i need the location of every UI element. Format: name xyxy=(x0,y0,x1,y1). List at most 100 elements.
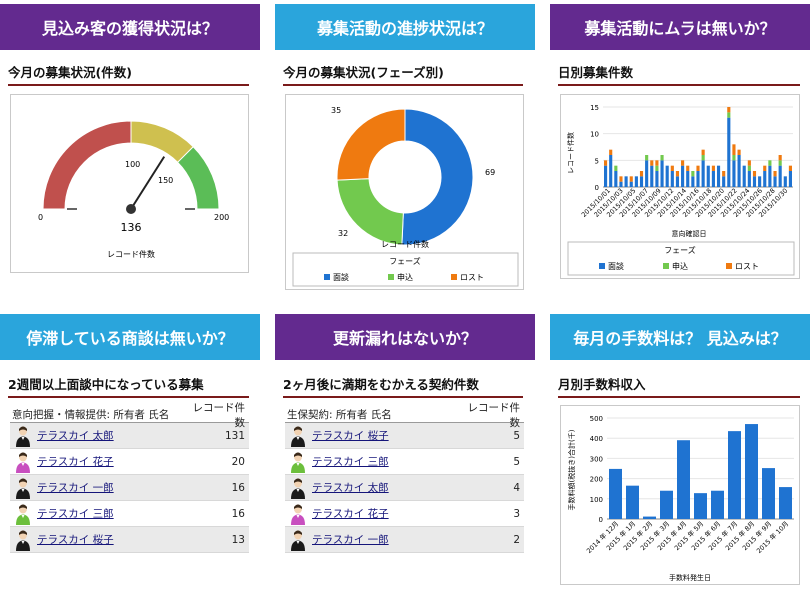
daily-bar-segment[interactable] xyxy=(773,171,777,177)
daily-bar-segment[interactable] xyxy=(778,160,782,166)
col-record-count[interactable]: レコード件数 xyxy=(192,401,246,429)
daily-bar-segment[interactable] xyxy=(675,176,680,187)
fee-bar[interactable] xyxy=(643,516,656,519)
daily-bar-segment[interactable] xyxy=(619,176,623,182)
daily-bar-segment[interactable] xyxy=(768,165,772,187)
fee-bar[interactable] xyxy=(745,424,758,519)
daily-bar-segment[interactable] xyxy=(758,176,762,187)
daily-bar-segment[interactable] xyxy=(681,160,685,166)
daily-bar-segment[interactable] xyxy=(747,171,751,187)
daily-bar-segment[interactable] xyxy=(655,171,659,187)
owner-link[interactable]: テラスカイ 三郎 xyxy=(37,508,114,520)
daily-bar-segment[interactable] xyxy=(691,176,695,187)
fee-bar[interactable] xyxy=(609,468,622,519)
daily-bar-segment[interactable] xyxy=(788,165,792,171)
daily-bar-segment[interactable] xyxy=(614,165,618,171)
daily-bar-segment[interactable] xyxy=(727,117,731,187)
daily-bar-segment[interactable] xyxy=(604,165,608,187)
daily-bar-segment[interactable] xyxy=(645,155,649,161)
owner-link[interactable]: テラスカイ 一郎 xyxy=(312,534,389,546)
daily-bar-segment[interactable] xyxy=(742,165,746,187)
daily-bar-segment[interactable] xyxy=(624,176,628,187)
daily-bar-segment[interactable] xyxy=(639,176,644,187)
daily-bar-segment[interactable] xyxy=(778,165,782,187)
daily-bar-segment[interactable] xyxy=(655,165,659,171)
daily-bar-segment[interactable] xyxy=(706,165,710,187)
daily-bar-segment[interactable] xyxy=(604,160,608,166)
daily-bar-segment[interactable] xyxy=(727,112,731,118)
owner-link[interactable]: テラスカイ 桜子 xyxy=(312,430,389,442)
daily-bar-segment[interactable] xyxy=(778,155,782,161)
daily-chart-panel[interactable]: 0 5 10 15 2015/10/01 2015/10/03 2015/10/05 201… xyxy=(560,94,800,279)
fee-bar[interactable] xyxy=(711,490,724,519)
owner-link[interactable]: テラスカイ 三郎 xyxy=(312,456,389,468)
daily-bar-segment[interactable] xyxy=(696,165,700,171)
daily-bar-segment[interactable] xyxy=(645,160,649,187)
col-owner-name[interactable]: 生保契約: 所有者 氏名 xyxy=(287,409,392,421)
fee-bar[interactable] xyxy=(762,468,775,519)
daily-bar-segment[interactable] xyxy=(763,165,767,171)
fee-bar[interactable] xyxy=(626,485,639,519)
daily-bar-segment[interactable] xyxy=(686,165,690,171)
daily-bar-segment[interactable] xyxy=(701,160,705,187)
col-record-count[interactable]: レコード件数 xyxy=(467,401,521,429)
daily-bar-segment[interactable] xyxy=(629,181,633,187)
daily-bar-segment[interactable] xyxy=(665,165,669,187)
owner-link[interactable]: テラスカイ 花子 xyxy=(312,508,389,520)
daily-bar-segment[interactable] xyxy=(773,176,777,187)
donut-slice-2[interactable] xyxy=(336,108,406,181)
daily-bar-segment[interactable] xyxy=(722,171,726,177)
daily-bar-segment[interactable] xyxy=(634,176,638,187)
daily-bar-segment[interactable] xyxy=(747,160,751,166)
owner-link[interactable]: テラスカイ 一郎 xyxy=(37,482,114,494)
daily-bar-segment[interactable] xyxy=(737,155,741,187)
daily-bar-segment[interactable] xyxy=(660,155,664,161)
daily-bar-segment[interactable] xyxy=(650,160,654,166)
daily-bar-segment[interactable] xyxy=(660,160,664,187)
daily-bar-segment[interactable] xyxy=(675,171,680,177)
daily-bar-segment[interactable] xyxy=(701,155,705,161)
daily-bar-segment[interactable] xyxy=(732,155,736,161)
daily-bar-segment[interactable] xyxy=(650,165,654,187)
daily-bar-segment[interactable] xyxy=(711,165,715,171)
fee-bar[interactable] xyxy=(779,487,792,519)
fee-bar[interactable] xyxy=(660,490,673,519)
daily-bar-segment[interactable] xyxy=(732,144,736,155)
daily-bar-segment[interactable] xyxy=(691,171,695,177)
owner-link[interactable]: テラスカイ 花子 xyxy=(37,456,114,468)
daily-bar-segment[interactable] xyxy=(670,165,674,171)
col-owner-name[interactable]: 意向把握・情報提供: 所有者 氏名 xyxy=(12,409,170,421)
daily-bar-segment[interactable] xyxy=(609,149,613,155)
daily-bar-segment[interactable] xyxy=(609,155,613,187)
daily-bar-segment[interactable] xyxy=(619,181,623,187)
owner-link[interactable]: テラスカイ 太郎 xyxy=(312,482,389,494)
daily-bar-segment[interactable] xyxy=(727,107,731,113)
daily-bar-segment[interactable] xyxy=(788,171,792,187)
daily-bar-segment[interactable] xyxy=(752,171,757,177)
fee-bar[interactable] xyxy=(694,493,707,519)
daily-bar-segment[interactable] xyxy=(614,171,618,187)
daily-bar-segment[interactable] xyxy=(747,165,751,171)
daily-bar-segment[interactable] xyxy=(737,149,741,155)
donut-chart-panel[interactable]: 35 69 32 レコード件数 フェーズ 面談 申込 ロスト xyxy=(285,94,524,290)
daily-bar-segment[interactable] xyxy=(681,165,685,187)
daily-bar-segment[interactable] xyxy=(752,176,757,187)
daily-bar-segment[interactable] xyxy=(716,165,721,187)
fee-bar[interactable] xyxy=(728,431,741,519)
daily-bar-segment[interactable] xyxy=(768,160,772,166)
owner-link[interactable]: テラスカイ 桜子 xyxy=(37,534,114,546)
donut-slice-0[interactable] xyxy=(401,108,474,246)
daily-bar-segment[interactable] xyxy=(783,176,787,187)
fee-bar[interactable] xyxy=(677,440,690,519)
daily-bar-segment[interactable] xyxy=(701,149,705,155)
daily-bar-segment[interactable] xyxy=(686,171,690,187)
daily-bar-segment[interactable] xyxy=(670,171,674,187)
fee-chart-panel[interactable]: 0 100 200 300 400 500 2014 年 12月 2015 年 1月 2015… xyxy=(560,405,800,585)
daily-bar-segment[interactable] xyxy=(711,171,715,187)
daily-bar-segment[interactable] xyxy=(629,176,633,182)
daily-bar-segment[interactable] xyxy=(722,176,726,187)
gauge-chart-panel[interactable]: 0 100 150 200 136 レコード件数 xyxy=(10,94,249,273)
owner-link[interactable]: テラスカイ 太郎 xyxy=(37,430,114,442)
daily-bar-segment[interactable] xyxy=(732,160,736,187)
daily-bar-segment[interactable] xyxy=(639,171,644,177)
